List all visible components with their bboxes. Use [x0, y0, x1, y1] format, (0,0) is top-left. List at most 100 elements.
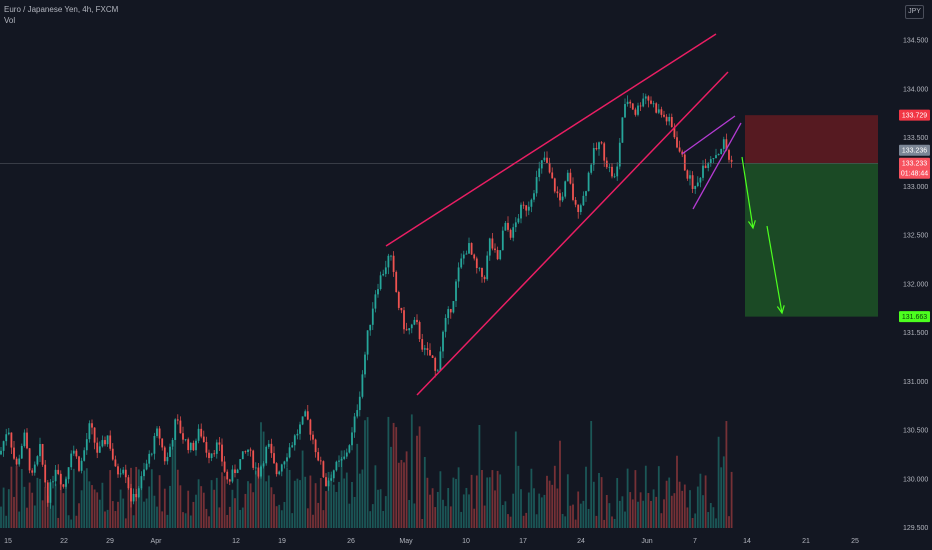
candle-body — [715, 155, 717, 159]
volume-bar — [616, 478, 619, 528]
volume-bar — [239, 509, 242, 528]
candle-body — [283, 461, 286, 465]
volume-bar — [236, 478, 239, 528]
volume-bar — [166, 514, 169, 528]
candle-body — [605, 160, 608, 168]
candle-body — [20, 445, 23, 459]
stop-level-badge-bg — [899, 109, 930, 121]
candle-body — [663, 114, 665, 117]
currency-button[interactable]: JPY — [905, 5, 924, 19]
candle-body — [314, 439, 317, 453]
volume-bar — [704, 475, 707, 528]
volume-bar — [223, 476, 226, 528]
volume-bar — [522, 515, 525, 528]
candle-body — [525, 205, 528, 211]
candle-body — [371, 308, 374, 325]
volume-bar — [192, 501, 195, 528]
volume-bar — [10, 466, 13, 528]
volume-bar — [535, 514, 538, 528]
candle-body — [720, 148, 723, 155]
volume-bar — [296, 478, 299, 528]
candle-body — [551, 172, 554, 179]
volume-bar — [54, 483, 57, 528]
candle-body — [70, 453, 73, 468]
candle-body — [566, 172, 569, 182]
candle-body — [213, 453, 216, 455]
candle-body — [111, 448, 114, 460]
volume-bar — [98, 499, 101, 528]
volume-bar — [566, 474, 569, 528]
volume-bar — [670, 495, 673, 528]
candle-body — [405, 329, 408, 331]
candle-body — [260, 466, 262, 477]
candle-body — [101, 440, 104, 447]
candle-body — [616, 166, 619, 177]
countdown-badge-text: 01:48:44 — [901, 171, 928, 178]
candle-body — [629, 101, 632, 104]
volume-bar — [312, 514, 314, 528]
volume-bar — [301, 450, 304, 528]
volume-bar — [148, 486, 151, 528]
volume-bar — [161, 511, 164, 528]
price-tick-label: 133.000 — [903, 184, 928, 191]
candle-body — [642, 98, 645, 107]
volume-bars — [0, 414, 733, 528]
candle-body — [348, 445, 351, 453]
time-tick-label: 21 — [802, 538, 810, 545]
candle-body — [148, 453, 151, 464]
volume-bar — [182, 512, 184, 528]
volume-bar — [314, 483, 317, 528]
volume-bar — [418, 426, 421, 528]
candle-body — [319, 460, 322, 462]
volume-bar — [634, 470, 637, 528]
candle-body — [390, 255, 392, 257]
volume-bar — [514, 431, 517, 528]
entry-level-badge-bg — [899, 144, 930, 156]
volume-bar — [722, 456, 725, 528]
candle-body — [31, 470, 34, 473]
volume-bar — [585, 466, 587, 528]
candle-body — [161, 438, 164, 448]
volume-bar — [106, 509, 109, 528]
price-tick-label: 133.500 — [903, 135, 928, 142]
candle-body — [205, 442, 208, 453]
volume-bar — [111, 501, 114, 528]
candle-body — [369, 324, 372, 331]
volume-bar — [429, 494, 431, 528]
volume-bar — [280, 510, 283, 528]
volume-bar — [267, 475, 270, 528]
volume-bar — [327, 471, 330, 528]
volume-bar — [226, 514, 229, 528]
volume-bar — [13, 496, 15, 528]
volume-bar — [247, 481, 249, 528]
volume-bar — [179, 485, 182, 528]
volume-bar — [694, 513, 697, 528]
candle-body — [725, 139, 728, 151]
volume-bar — [70, 519, 73, 528]
symbol-title[interactable]: Euro / Japanese Yen, 4h, FXCM — [4, 5, 119, 14]
countdown-badge: 01:48:44 — [899, 167, 930, 179]
volume-bar — [676, 455, 678, 528]
volume-bar — [215, 477, 218, 528]
candle-body — [145, 463, 148, 470]
volume-bar — [410, 414, 413, 528]
time-tick-label: May — [399, 538, 413, 545]
candle-body — [208, 452, 210, 459]
volume-bar — [457, 467, 460, 528]
volume-bar — [351, 481, 353, 528]
candle-body — [44, 464, 47, 483]
volume-bar — [517, 465, 520, 528]
volume-bar — [382, 510, 385, 528]
volume-bar — [44, 487, 47, 528]
volume-bar — [725, 421, 728, 528]
volume-bar — [538, 493, 541, 528]
time-tick-label: 29 — [106, 538, 114, 545]
volume-bar — [499, 474, 502, 528]
volume-bar — [96, 492, 99, 528]
candle-body — [400, 307, 403, 311]
volume-bar — [470, 474, 473, 528]
candle-body — [587, 172, 590, 192]
volume-label[interactable]: Vol — [4, 16, 16, 25]
volume-bar — [509, 516, 512, 528]
